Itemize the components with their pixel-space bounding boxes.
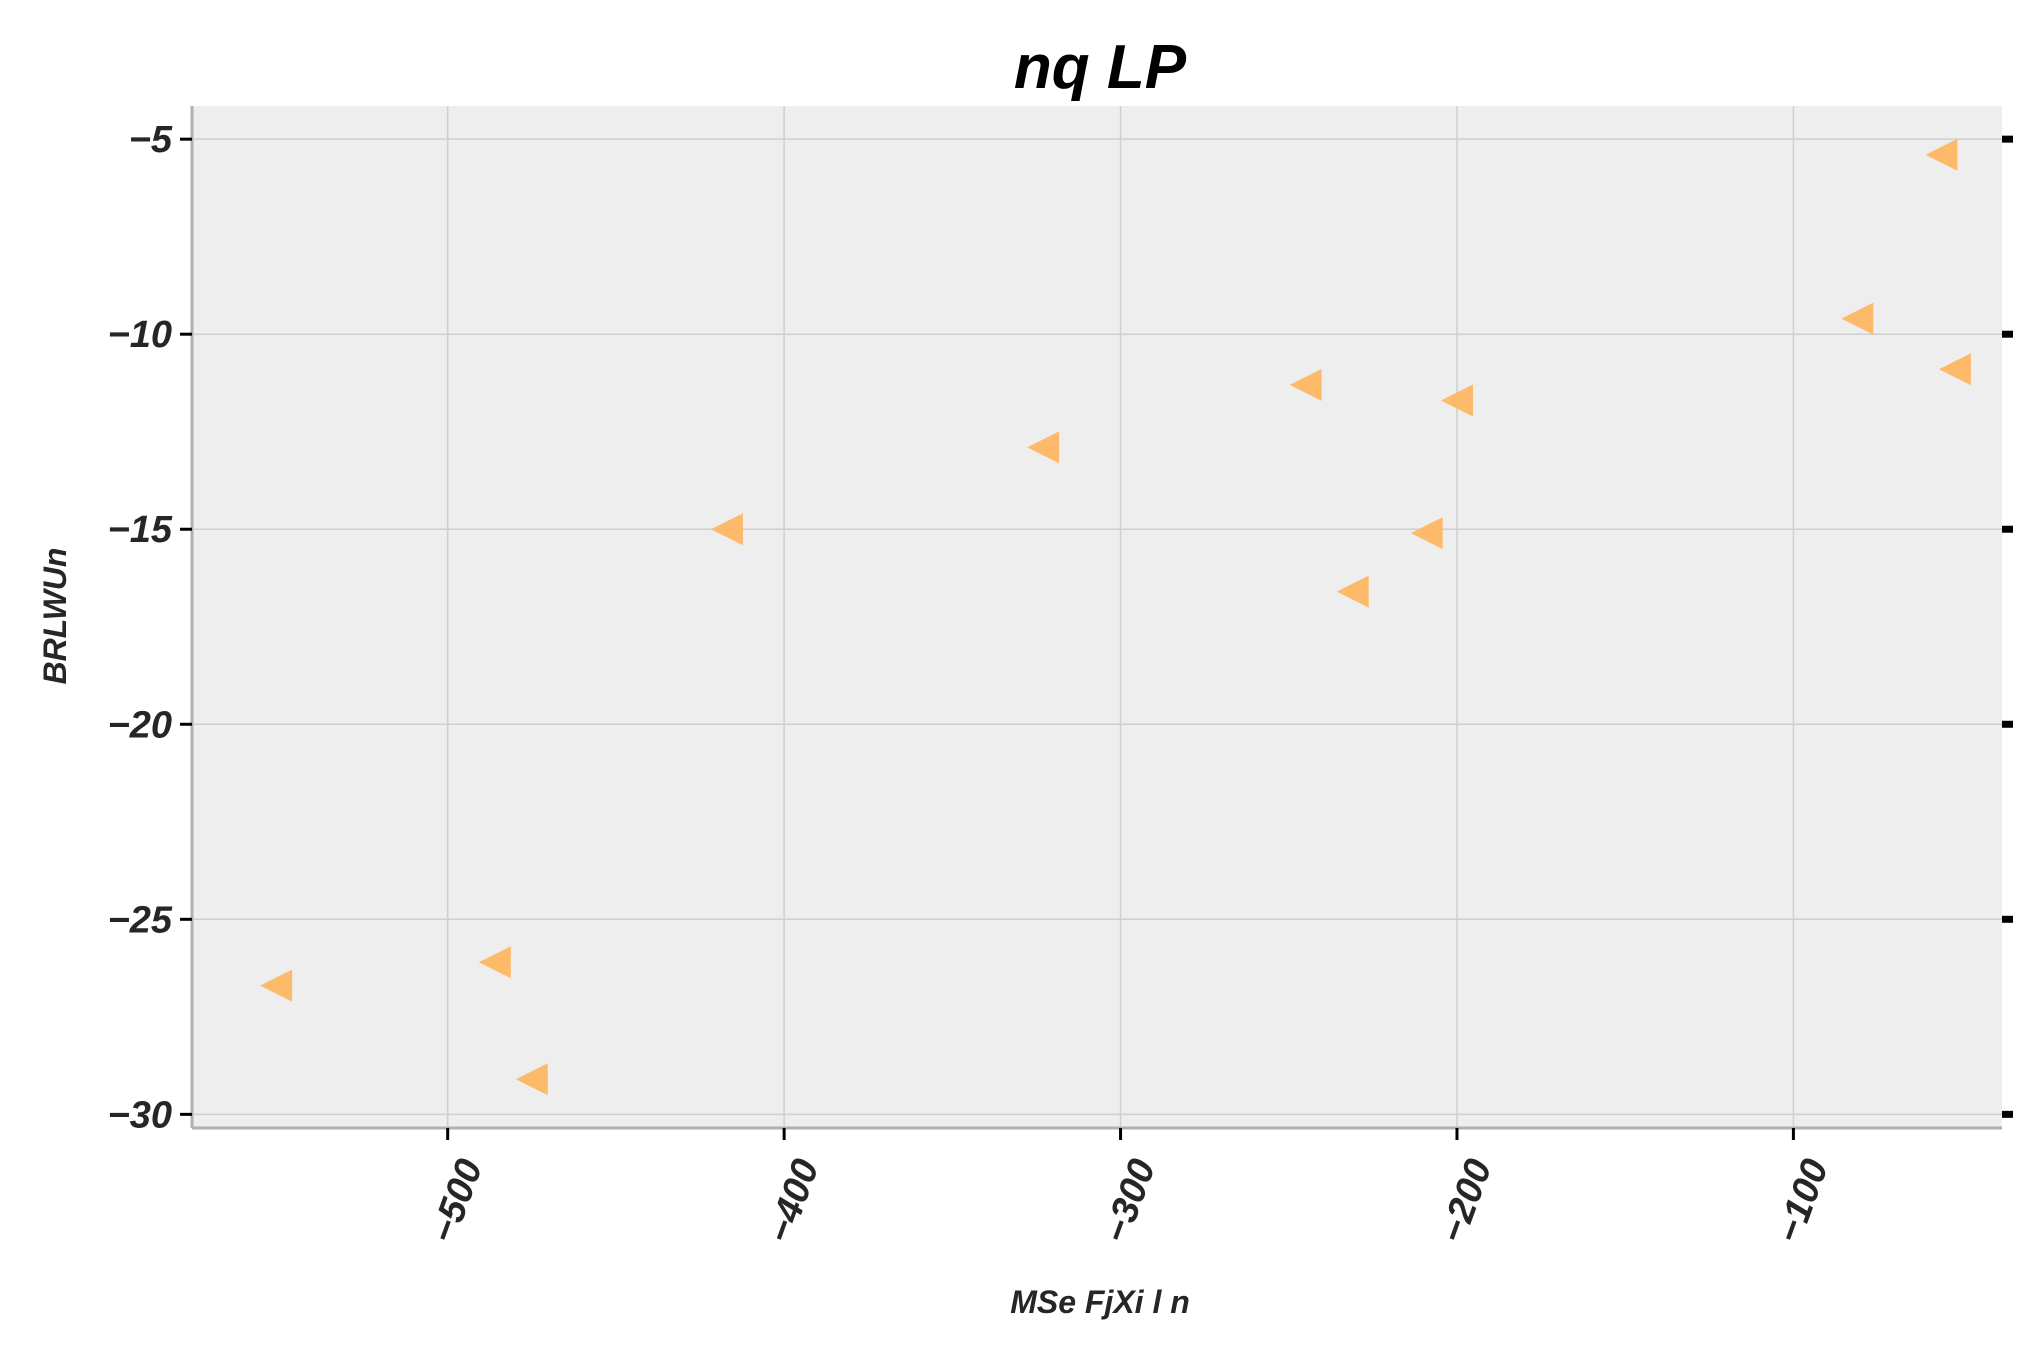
y-tick-label: −20 (108, 704, 172, 746)
data-point (1841, 302, 1874, 335)
y-axis-ticks: −5 −10 −15 −20 −25 −30 (108, 119, 2013, 1136)
data-point (260, 969, 293, 1002)
x-axis-label: MSe FjXi l n (1010, 1284, 1190, 1320)
y-tick-label: −15 (108, 509, 173, 551)
y-tick-label: −5 (129, 119, 173, 161)
data-point (1027, 431, 1060, 464)
data-point (1925, 138, 1958, 171)
x-tick-label: −100 (1768, 1154, 1837, 1249)
x-tick-label: −300 (1095, 1154, 1164, 1249)
data-point (478, 946, 511, 979)
x-tick-label: −400 (759, 1154, 828, 1249)
data-points (260, 138, 1971, 1096)
y-tick-label: −10 (108, 314, 172, 356)
chart-title: nq LP (1014, 33, 1187, 102)
data-point (1938, 353, 1971, 386)
x-tick-label: −200 (1432, 1154, 1501, 1249)
axes-spines (190, 106, 2002, 1130)
x-tick-label: −500 (422, 1154, 491, 1249)
y-tick-label: −30 (108, 1094, 172, 1136)
data-point (710, 513, 743, 546)
data-point (1336, 575, 1369, 608)
data-point (1440, 384, 1473, 417)
data-point (1410, 517, 1443, 550)
data-point (515, 1063, 548, 1096)
x-axis-ticks: −500 −400 −300 −200 −100 (422, 1128, 1837, 1249)
plot-area (192, 106, 2002, 1128)
data-point (1289, 368, 1322, 401)
y-tick-label: −25 (108, 899, 173, 941)
grid-lines (192, 106, 2002, 1128)
y-axis-label: BRLWUn (37, 548, 73, 685)
